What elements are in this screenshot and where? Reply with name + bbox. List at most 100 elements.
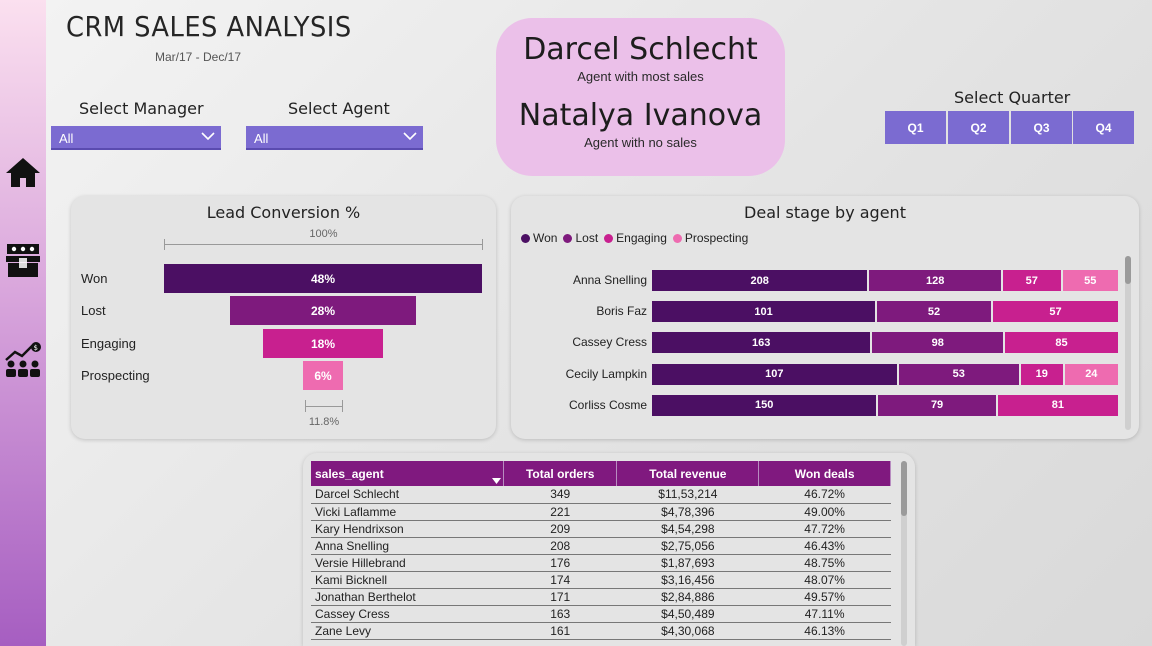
funnel-bottom-scale-label: 11.8% xyxy=(308,416,340,428)
deal-stage-scrollbar[interactable] xyxy=(1125,256,1131,430)
chevron-down-icon xyxy=(201,132,215,141)
sales-team-icon[interactable]: $ xyxy=(3,340,43,380)
cell-sales-agent: Kami Bicknell xyxy=(311,571,504,589)
products-icon[interactable] xyxy=(3,240,43,280)
column-header-sales-agent[interactable]: sales_agent xyxy=(311,461,504,486)
seg-prospecting[interactable]: 55 xyxy=(1062,270,1118,291)
chevron-down-icon xyxy=(403,132,417,141)
page-title: CRM SALES ANALYSIS xyxy=(66,10,352,43)
agent-axis-label: Cassey Cress xyxy=(572,335,647,350)
legend-item-engaging[interactable]: Engaging xyxy=(604,231,667,245)
sales-agent-table: sales_agent Total orders Total revenue W… xyxy=(311,461,891,640)
no-sales-agent-caption: Agent with no sales xyxy=(584,135,697,150)
deal-stage-legend: Won Lost Engaging Prospecting xyxy=(521,231,748,245)
table-row[interactable]: Cassey Cress 163 $4,50,489 47.11% xyxy=(311,605,891,623)
legend-item-lost[interactable]: Lost xyxy=(563,231,598,245)
seg-lost[interactable]: 79 xyxy=(878,394,996,416)
column-header-total-revenue[interactable]: Total revenue xyxy=(616,461,760,486)
cell-total-orders: 171 xyxy=(503,588,617,606)
funnel-bar-engaging[interactable]: 18% xyxy=(263,329,383,358)
cell-sales-agent: Anna Snelling xyxy=(311,537,504,555)
home-icon[interactable] xyxy=(3,152,43,192)
cell-total-revenue: $2,75,056 xyxy=(616,537,759,555)
cell-total-orders: 208 xyxy=(503,537,617,555)
cell-total-orders: 161 xyxy=(503,622,617,640)
funnel-bottom-tick-left xyxy=(305,400,306,412)
manager-dropdown[interactable]: All xyxy=(51,126,221,150)
funnel-bottom-scale xyxy=(305,406,343,407)
funnel-bar-prospecting[interactable]: 6% xyxy=(303,361,343,390)
table-row[interactable]: Zane Levy 161 $4,30,068 46.13% xyxy=(311,622,891,640)
table-row[interactable]: Versie Hillebrand 176 $1,87,693 48.75% xyxy=(311,554,891,572)
kpi-card: Darcel Schlecht Agent with most sales Na… xyxy=(496,18,785,176)
top-agent-name: Darcel Schlecht xyxy=(523,32,758,67)
legend-item-prospecting[interactable]: Prospecting xyxy=(672,231,749,245)
cell-total-revenue: $3,16,456 xyxy=(616,571,759,589)
seg-won[interactable]: 163 xyxy=(652,332,871,354)
table-body: Darcel Schlecht 349 $11,53,214 46.72% Vicki … xyxy=(311,486,891,640)
quarter-button-q1[interactable]: Q1 xyxy=(885,111,946,144)
top-agent-caption: Agent with most sales xyxy=(577,69,704,84)
deal-stage-scroll-thumb[interactable] xyxy=(1125,256,1131,284)
manager-slicer-label: Select Manager xyxy=(79,99,204,118)
table-row[interactable]: Anna Snelling 208 $2,75,056 46.43% xyxy=(311,537,891,555)
legend-item-won[interactable]: Won xyxy=(521,231,557,245)
legend-text-prospecting: Prospecting xyxy=(684,231,749,245)
funnel-top-scale xyxy=(164,244,483,245)
agent-axis-label: Boris Faz xyxy=(596,304,647,319)
cell-won-deals: 48.07% xyxy=(758,571,891,589)
quarter-button-q2[interactable]: Q2 xyxy=(948,111,1009,144)
table-row[interactable]: Kami Bicknell 174 $3,16,456 48.07% xyxy=(311,571,891,589)
seg-lost[interactable]: 128 xyxy=(869,270,1001,291)
agent-dropdown-value: All xyxy=(254,131,269,146)
funnel-bottom-tick-right xyxy=(342,400,343,412)
seg-lost[interactable]: 52 xyxy=(877,301,991,323)
table-header-row: sales_agent Total orders Total revenue W… xyxy=(311,461,891,486)
table-row[interactable]: Jonathan Berthelot 171 $2,84,886 49.57% xyxy=(311,588,891,606)
column-header-total-orders[interactable]: Total orders xyxy=(503,461,618,486)
cell-total-revenue: $2,84,886 xyxy=(616,588,759,606)
cell-total-orders: 349 xyxy=(503,486,617,504)
seg-lost[interactable]: 98 xyxy=(872,332,1004,354)
seg-won[interactable]: 208 xyxy=(652,270,868,291)
no-sales-agent-name: Natalya Ivanova xyxy=(518,98,763,133)
seg-prospecting[interactable]: 24 xyxy=(1064,363,1118,385)
seg-engaging[interactable]: 57 xyxy=(1003,270,1061,291)
funnel-bar-lost[interactable]: 28% xyxy=(230,296,416,325)
quarter-slicer-label: Select Quarter xyxy=(954,88,1071,107)
table-scroll-thumb[interactable] xyxy=(901,461,907,516)
seg-won[interactable]: 101 xyxy=(652,301,876,323)
agent-axis-label: Cecily Lampkin xyxy=(565,366,647,381)
legend-dot-lost xyxy=(563,233,573,243)
funnel-bar-won[interactable]: 48% xyxy=(164,264,482,293)
manager-dropdown-value: All xyxy=(59,131,74,146)
cell-sales-agent: Zane Levy xyxy=(311,622,504,640)
cell-sales-agent: Versie Hillebrand xyxy=(311,554,504,572)
seg-won[interactable]: 150 xyxy=(652,394,877,416)
cell-won-deals: 46.72% xyxy=(758,486,891,504)
cell-sales-agent: Cassey Cress xyxy=(311,605,504,623)
cell-total-revenue: $11,53,214 xyxy=(616,486,759,504)
sort-desc-icon[interactable] xyxy=(491,478,501,484)
table-scrollbar[interactable] xyxy=(901,461,907,646)
seg-engaging[interactable]: 85 xyxy=(1005,332,1118,354)
table-row[interactable]: Vicki Laflamme 221 $4,78,396 49.00% xyxy=(311,503,891,521)
agent-dropdown[interactable]: All xyxy=(246,126,423,150)
seg-engaging[interactable]: 57 xyxy=(992,301,1118,323)
seg-lost[interactable]: 53 xyxy=(898,363,1019,385)
quarter-button-q3[interactable]: Q3 xyxy=(1011,111,1072,144)
seg-won[interactable]: 107 xyxy=(652,363,897,385)
seg-engaging[interactable]: 19 xyxy=(1020,363,1063,385)
date-range: Mar/17 - Dec/17 xyxy=(155,50,242,64)
column-header-won-deals[interactable]: Won deals xyxy=(758,461,891,486)
cell-won-deals: 46.13% xyxy=(758,622,891,640)
table-row[interactable]: Kary Hendrixson 209 $4,54,298 47.72% xyxy=(311,520,891,538)
quarter-button-q4[interactable]: Q4 xyxy=(1073,111,1134,144)
agent-axis-label: Anna Snelling xyxy=(572,273,647,287)
table-row[interactable]: Darcel Schlecht 349 $11,53,214 46.72% xyxy=(311,486,891,504)
sales-agent-table-panel: sales_agent Total orders Total revenue W… xyxy=(303,453,915,646)
sidebar: $ xyxy=(0,0,46,646)
seg-engaging[interactable]: 81 xyxy=(997,394,1118,416)
cell-total-orders: 176 xyxy=(503,554,617,572)
deal-stage-panel: Deal stage by agent Won Lost Engaging Pr… xyxy=(511,196,1139,439)
